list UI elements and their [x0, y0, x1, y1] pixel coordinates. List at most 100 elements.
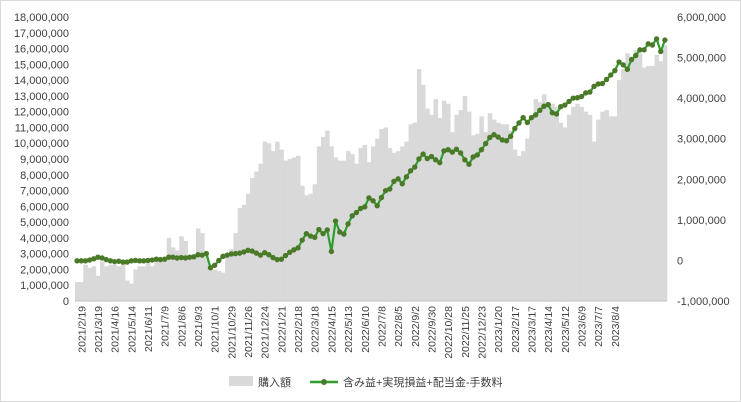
line-point: [203, 250, 210, 257]
left-tick-label: 16,000,000: [14, 44, 69, 56]
bar: [600, 111, 605, 301]
bar: [608, 116, 614, 302]
line-point: [291, 247, 297, 253]
x-tick-label: 2022/5/13: [343, 306, 355, 353]
bar: [279, 149, 284, 301]
line-point: [407, 168, 414, 174]
line-point: [633, 52, 639, 59]
bar: [183, 241, 188, 301]
line-point: [145, 257, 151, 264]
bar: [579, 106, 584, 302]
bar: [112, 264, 118, 301]
line-point: [207, 265, 214, 271]
bar: [116, 266, 122, 301]
bar: [446, 103, 451, 301]
line-point: [549, 110, 556, 116]
line-point: [553, 111, 560, 117]
bar: [558, 122, 564, 302]
x-tick-label: 2022/4/15: [326, 306, 338, 353]
bar: [216, 271, 222, 301]
line-point: [457, 150, 464, 156]
bar: [512, 149, 518, 301]
line-point: [399, 181, 405, 187]
legend-swatch-bar: [229, 376, 253, 386]
left-tick-label: 10,000,000: [14, 138, 69, 150]
line-point: [608, 72, 614, 78]
x-tick-label: 2022/11/25: [460, 306, 472, 358]
bar: [662, 45, 668, 302]
left-tick-label: 14,000,000: [14, 75, 69, 87]
bar: [91, 266, 97, 301]
bar: [516, 155, 522, 301]
bar: [129, 283, 134, 301]
line-point: [574, 95, 581, 101]
bar: [637, 53, 643, 301]
bar: [100, 261, 105, 301]
bar: [275, 141, 280, 301]
line-point: [95, 254, 101, 260]
line-point: [616, 59, 622, 65]
x-tick-label: 2021/3/19: [93, 306, 105, 353]
x-tick-label: 2021/12/24: [260, 306, 272, 359]
line-point: [583, 90, 589, 96]
line-point: [662, 37, 668, 43]
bar: [421, 84, 426, 301]
bar: [358, 147, 364, 301]
line-point: [541, 103, 547, 109]
line-point: [595, 81, 601, 87]
line-point: [195, 252, 201, 258]
bar: [200, 233, 205, 301]
bar: [233, 233, 238, 301]
line-point: [532, 112, 539, 118]
bar: [312, 184, 318, 301]
line-point: [257, 252, 264, 258]
line-point: [357, 205, 364, 212]
line-point: [224, 252, 230, 258]
bar: [562, 127, 568, 301]
line-point: [628, 56, 635, 63]
legend-label-bar: 購入額: [258, 375, 291, 389]
bar: [208, 266, 213, 301]
right-tick-label: 4,000,000: [677, 93, 726, 105]
line-point: [182, 255, 189, 261]
line-point: [353, 209, 360, 216]
line-point: [520, 114, 526, 121]
bar: [462, 95, 468, 301]
x-tick-label: 2021/8/6: [176, 306, 188, 347]
bar: [108, 264, 113, 301]
bar: [633, 50, 639, 301]
bar: [141, 266, 147, 301]
line-point: [199, 252, 205, 258]
line-point: [578, 93, 585, 100]
bar: [191, 256, 197, 301]
bar: [508, 130, 514, 301]
bar: [537, 102, 543, 301]
line-point: [78, 258, 84, 264]
line-point: [462, 157, 468, 163]
legend-marker-line: [321, 379, 327, 385]
x-tick-label: 2021/5/14: [126, 306, 138, 353]
line-point: [412, 164, 418, 170]
line-point: [649, 42, 656, 48]
x-tick-label: 2023/1/20: [493, 306, 505, 353]
bar: [87, 267, 93, 301]
line-point: [332, 218, 339, 224]
left-axis: 0 1,000,000 2,000,000 3,000,000 4,000,000 5,0…: [14, 12, 69, 308]
bar: [416, 69, 422, 301]
line-point: [474, 152, 481, 158]
bar: [408, 124, 414, 301]
bar: [75, 282, 80, 301]
bar: [133, 269, 138, 301]
bar: [120, 263, 126, 301]
x-tick-label: 2023/2/17: [510, 306, 522, 353]
line-point: [116, 258, 122, 264]
line-point: [658, 48, 664, 55]
line-point: [420, 151, 426, 157]
bar: [566, 114, 572, 301]
line-point: [324, 227, 330, 233]
line-point: [537, 107, 543, 114]
bar: [466, 111, 472, 301]
bar: [83, 264, 88, 301]
line-point: [153, 256, 159, 262]
